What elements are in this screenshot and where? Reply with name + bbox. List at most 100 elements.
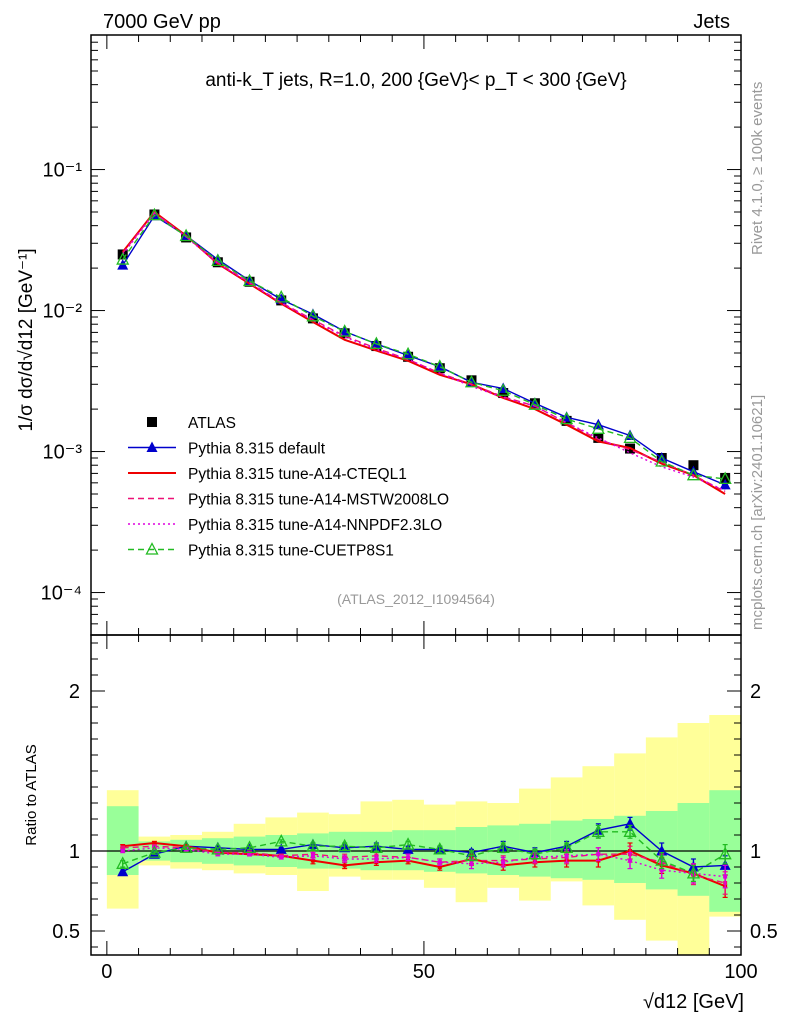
- ratio-point-cuetp8s1: [528, 846, 542, 860]
- ratio-point-cuetp8s1: [116, 856, 130, 869]
- analysis-id: (ATLAS_2012_I1094564): [337, 591, 495, 607]
- ratio-point-cuetp8s1: [591, 824, 605, 837]
- main-point-cuetp8s1: [528, 397, 542, 410]
- mcplots-label: mcplots.cern.ch [arXiv:2401.10621]: [749, 395, 766, 630]
- ratio-panel: [91, 715, 741, 955]
- xtick-label: 0: [101, 961, 112, 983]
- main-point-cuetp8s1: [496, 383, 510, 396]
- ratio-point-nnpdf: [628, 858, 633, 863]
- legend-label-default: Pythia 8.315 default: [188, 441, 326, 458]
- ratio-point-default: [719, 859, 731, 870]
- main-point-cuetp8s1: [464, 374, 479, 388]
- main-point-cuetp8s1: [623, 430, 637, 444]
- main-point-default: [339, 325, 351, 337]
- main-point-cuetp8s1: [274, 289, 288, 303]
- ratio-point-cuetp8s1: [496, 840, 510, 853]
- ratio-point-cuetp8s1: [560, 840, 574, 853]
- ratio-point-nnpdf: [310, 853, 315, 858]
- main-point-cuetp8s1: [433, 359, 447, 372]
- legend-label-atlas: ATLAS: [188, 415, 236, 432]
- main-point-cuetp8s1: [560, 411, 574, 425]
- xtick-label: 50: [413, 961, 435, 983]
- main-point-cuetp8s1: [116, 252, 130, 265]
- ratio-point-nnpdf: [723, 874, 728, 879]
- main-point-cuetp8s1: [179, 228, 193, 242]
- ratio-ytick-label-left: 2: [69, 681, 80, 703]
- xlabel: √d12 [GeV]: [643, 991, 744, 1013]
- ratio-point-cteql1: [342, 863, 347, 868]
- main-point-default: [719, 478, 731, 490]
- main-line-mstw: [122, 211, 726, 493]
- main-point-cuetp8s1: [686, 467, 701, 481]
- ratio-point-cuetp8s1: [464, 848, 479, 861]
- main-point-cuetp8s1: [242, 273, 257, 287]
- ratio-point-cteql1: [437, 865, 442, 869]
- main-point-atlas: [498, 388, 509, 399]
- ratio-point-cuetp8s1: [623, 824, 637, 837]
- main-line-cuetp8s1: [122, 214, 726, 480]
- ratio-point-nnpdf: [342, 857, 347, 861]
- ratio-point-default: [656, 845, 668, 856]
- main-ytick-label: 10⁻³: [43, 442, 83, 464]
- main-point-cuetp8s1: [306, 308, 320, 322]
- main-point-cuetp8s1: [401, 346, 415, 360]
- legend-label-nnpdf: Pythia 8.315 tune-A14-NNPDF2.3LO: [188, 517, 442, 534]
- ratio-point-nnpdf: [501, 860, 506, 865]
- main-panel: [116, 207, 732, 495]
- legend-marker-cuetp8s1: [145, 542, 159, 555]
- ratio-point-cuetp8s1: [306, 838, 320, 852]
- ratio-point-default: [624, 817, 636, 829]
- legend-label-mstw: Pythia 8.315 tune-A14-MSTW2008LO: [188, 492, 449, 509]
- main-point-cuetp8s1: [338, 324, 352, 337]
- ratio-point-nnpdf: [469, 861, 474, 866]
- header-left: 7000 GeV pp: [103, 11, 221, 33]
- ratio-ytick-label-left: 1: [69, 841, 80, 863]
- ratio-point-cuetp8s1: [401, 837, 415, 850]
- ratio-point-cuetp8s1: [433, 841, 447, 855]
- main-point-atlas: [593, 432, 604, 443]
- ratio-ytick-label-left: 0.5: [52, 921, 80, 943]
- main-point-atlas: [688, 460, 699, 471]
- rivet-label: Rivet 4.1.0, ≥ 100k events: [749, 82, 766, 255]
- ratio-point-cuetp8s1: [369, 840, 383, 853]
- xtick-label: 100: [724, 961, 757, 983]
- main-point-atlas: [720, 472, 731, 483]
- ratio-ytick-label-right: 1: [750, 841, 761, 863]
- ratio-point-cuetp8s1: [242, 840, 257, 853]
- ratio-point-nnpdf: [564, 853, 569, 858]
- main-point-cuetp8s1: [591, 421, 605, 434]
- ratio-point-default: [117, 865, 129, 877]
- main-line-cteql1: [121, 210, 726, 495]
- ratio-point-nnpdf: [437, 860, 442, 865]
- ratio-point-cteql1: [152, 841, 157, 845]
- ratio-point-cuetp8s1: [655, 853, 669, 866]
- ratio-point-cuetp8s1: [274, 833, 288, 847]
- legend-label-cteql1: Pythia 8.315 tune-A14-CTEQL1: [188, 466, 407, 483]
- ratio-frame: [90, 634, 742, 956]
- ratio-point-cuetp8s1: [147, 845, 161, 858]
- main-ytick-label: 10⁻⁴: [41, 583, 82, 605]
- ratio-point-nnpdf: [659, 868, 664, 873]
- ratio-ylabel: Ratio to ATLAS: [23, 744, 40, 845]
- main-ylabel: 1/σ dσ/d√d12 [GeV⁻¹]: [16, 248, 37, 431]
- ratio-point-cuetp8s1: [718, 846, 732, 860]
- ratio-point-nnpdf: [374, 857, 379, 861]
- main-point-cuetp8s1: [211, 253, 225, 267]
- ratio-point-default: [275, 843, 287, 854]
- ratio-point-cteql1: [310, 858, 315, 863]
- ratio-point-cuetp8s1: [179, 840, 193, 853]
- legend-marker-default: [146, 441, 158, 452]
- ratio-line-cuetp8s1: [122, 831, 726, 875]
- main-point-cuetp8s1: [655, 454, 669, 467]
- legend: ATLAS Pythia 8.315 default Pythia 8.315 tu…: [128, 415, 449, 560]
- ratio-point-cuetp8s1: [211, 841, 225, 855]
- legend-label-cuetp8s1: Pythia 8.315 tune-CUETP8S1: [188, 543, 394, 560]
- ratio-point-cuetp8s1: [686, 865, 701, 879]
- ratio-point-cuetp8s1: [338, 838, 352, 852]
- ratio-point-nnpdf: [247, 852, 252, 857]
- main-point-cuetp8s1: [147, 207, 161, 221]
- main-point-cuetp8s1: [718, 471, 732, 485]
- ratio-point-nnpdf: [406, 855, 411, 860]
- main-ytick-label: 10⁻¹: [43, 160, 83, 182]
- ratio-line-default: [122, 823, 726, 873]
